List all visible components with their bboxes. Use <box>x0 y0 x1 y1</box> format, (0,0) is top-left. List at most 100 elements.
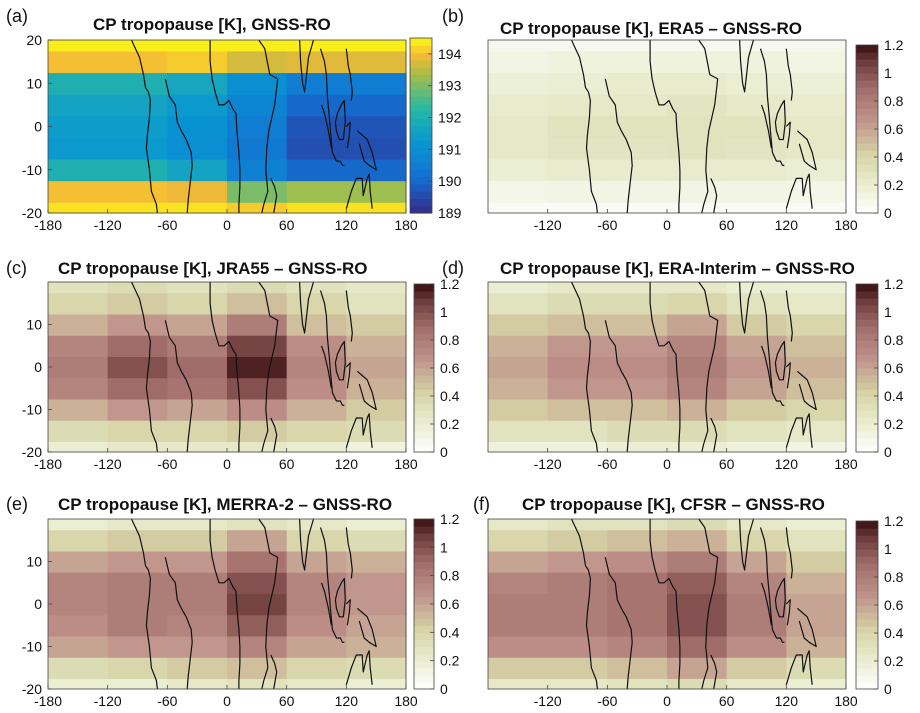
colorbar-swatch <box>856 619 878 627</box>
colorbar-swatch <box>856 52 878 60</box>
heatmap-cell <box>547 313 608 336</box>
x-tick-label: -120 <box>94 693 122 709</box>
heatmap-cell <box>786 40 847 52</box>
heatmap-cell <box>227 356 288 379</box>
heatmap-cell <box>227 50 288 74</box>
heatmap-cell <box>667 137 728 160</box>
heatmap-cell <box>726 313 787 336</box>
heatmap-cell <box>786 292 847 315</box>
heatmap-cell <box>488 519 549 531</box>
heatmap-cell <box>286 40 407 52</box>
heatmap-cell <box>48 158 168 182</box>
heatmap-cell <box>227 137 288 160</box>
colorbar-tick-label: 0 <box>884 681 892 697</box>
colorbar-swatch <box>856 549 878 557</box>
colorbar-swatch <box>414 611 434 619</box>
chart-title: CP tropopause [K], CFSR – GNSS-RO <box>522 495 825 514</box>
colorbar-swatch <box>414 340 434 348</box>
heatmap-cell <box>786 657 847 679</box>
colorbar-swatch <box>414 438 434 446</box>
colorbar-swatch <box>856 129 878 137</box>
colorbar-tick-label: 0.4 <box>884 388 904 404</box>
colorbar-swatch <box>856 591 878 599</box>
heatmap-cell <box>786 356 847 379</box>
heatmap-cells <box>488 40 847 214</box>
coastline <box>320 345 332 389</box>
heatmap-cell <box>726 292 787 315</box>
coastlines <box>130 519 377 689</box>
heatmap-cell <box>346 550 407 573</box>
coastlines <box>570 282 817 452</box>
heatmap-cell <box>167 292 228 315</box>
colorbar-tick-label: 0.4 <box>884 625 904 641</box>
panel-label: (f) <box>473 494 490 514</box>
coastline <box>649 519 681 689</box>
heatmap-cell <box>286 420 347 442</box>
heatmap-cell <box>667 94 728 117</box>
heatmap-cell <box>726 40 787 52</box>
heatmap-cell <box>107 572 168 594</box>
heatmap-cell <box>346 572 407 594</box>
heatmap-cell <box>346 335 407 357</box>
x-tick-label: 60 <box>719 693 735 709</box>
x-tick-label: 120 <box>335 693 359 709</box>
colorbar-swatch <box>414 625 434 633</box>
heatmap-cell <box>48 657 109 679</box>
colorbar-swatch <box>414 604 434 612</box>
colorbar-swatch <box>410 191 432 200</box>
coastline <box>698 282 719 452</box>
colorbar-swatch <box>414 284 434 292</box>
colorbar-swatch <box>856 605 878 613</box>
x-tick-label: -60 <box>597 456 617 472</box>
colorbar-swatch <box>414 526 434 534</box>
heatmap-cell <box>167 614 228 637</box>
heatmap-cell <box>167 313 228 336</box>
heatmap-cell <box>346 529 407 552</box>
heatmap-cell <box>488 313 549 336</box>
colorbar-swatch <box>410 45 432 54</box>
colorbar-swatch <box>856 368 878 376</box>
coastline <box>345 650 373 685</box>
heatmap-cell <box>726 398 787 421</box>
colorbar-swatch <box>410 140 432 148</box>
heatmap-cell <box>607 398 668 421</box>
colorbar-swatch <box>410 89 432 97</box>
coastline <box>209 282 241 452</box>
heatmap-cell <box>167 657 228 679</box>
heatmap-cell <box>286 572 347 594</box>
heatmap-cell <box>488 550 549 573</box>
colorbar-tick-label: 0.6 <box>884 360 904 376</box>
y-tick-label: -20 <box>22 444 42 460</box>
heatmap-cell <box>547 180 608 203</box>
heatmap-cell <box>607 137 668 160</box>
heatmap-cell <box>726 282 787 294</box>
colorbar-swatch <box>856 438 878 446</box>
colorbar-swatch <box>856 598 878 606</box>
heatmap-cell <box>48 115 168 138</box>
heatmap-cell <box>726 614 787 637</box>
colorbar-swatch <box>414 417 434 425</box>
coastline <box>796 130 817 171</box>
colorbar-swatch <box>856 542 878 550</box>
heatmap-cell <box>726 50 787 74</box>
heatmap-cell <box>547 529 608 552</box>
panel-4: -120 -60 0 60 120 180 CP tropopause [K], ERA-I… <box>442 258 904 472</box>
coastline <box>164 557 193 689</box>
x-tick-label: 60 <box>719 217 735 233</box>
heatmap-cell <box>227 282 288 294</box>
heatmap-cell <box>667 202 728 214</box>
x-tick-label: -120 <box>94 456 122 472</box>
colorbar-swatch <box>414 596 434 605</box>
heatmap-cell <box>726 529 787 552</box>
colorbar-swatch <box>856 563 878 571</box>
heatmap-cell <box>488 572 549 594</box>
colorbar-swatch <box>410 176 432 185</box>
colorbar-swatch <box>856 612 878 620</box>
heatmap-cell <box>48 40 168 52</box>
colorbar-tick-label: 1 <box>884 304 892 320</box>
heatmap-cell <box>547 678 608 690</box>
x-tick-label: 60 <box>279 693 295 709</box>
heatmap-cell <box>167 335 228 357</box>
heatmap-cell <box>607 202 668 214</box>
